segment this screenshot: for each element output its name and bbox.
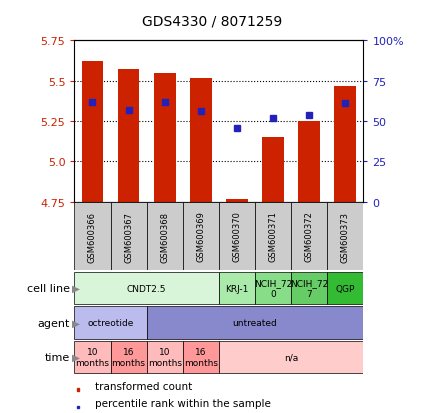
Bar [74,272,219,305]
Bar [262,138,284,202]
Text: GSM600373: GSM600373 [341,211,350,262]
Bar [154,74,176,202]
Bar [74,202,110,271]
Text: KRJ-1: KRJ-1 [225,284,249,293]
Text: transformed count: transformed count [95,381,192,391]
Bar [291,272,327,305]
Bar [74,341,110,373]
Text: ▶: ▶ [72,283,80,294]
Bar [255,272,291,305]
Text: NCIH_72
0: NCIH_72 0 [254,279,292,298]
Bar [82,62,103,202]
Bar [77,389,79,391]
Text: NCIH_72
7: NCIH_72 7 [290,279,328,298]
Bar [219,341,363,373]
Bar [255,202,291,271]
Bar [118,70,139,202]
Bar [334,86,356,202]
Text: time: time [45,352,70,362]
Text: percentile rank within the sample: percentile rank within the sample [95,398,270,408]
Text: QGP: QGP [336,284,355,293]
Text: cell line: cell line [27,283,70,294]
Text: GSM600372: GSM600372 [305,211,314,262]
Text: GSM600369: GSM600369 [196,211,205,262]
Bar [219,272,255,305]
Text: GSM600370: GSM600370 [232,211,241,262]
Bar [190,78,212,202]
Bar [110,202,147,271]
Text: GSM600368: GSM600368 [160,211,169,262]
Text: 16
months: 16 months [111,347,145,367]
Text: 10
months: 10 months [148,347,181,367]
Bar [147,202,183,271]
Bar [183,341,219,373]
Bar [77,406,79,408]
Text: GSM600367: GSM600367 [124,211,133,262]
Text: GSM600371: GSM600371 [269,211,278,262]
Text: GDS4330 / 8071259: GDS4330 / 8071259 [142,14,283,28]
Text: octreotide: octreotide [87,318,134,327]
Text: 16
months: 16 months [184,347,218,367]
Text: ▶: ▶ [72,318,80,328]
Bar [226,199,248,202]
Text: CNDT2.5: CNDT2.5 [127,284,166,293]
Bar [147,341,183,373]
Bar [147,306,363,339]
Bar [110,341,147,373]
Bar [219,202,255,271]
Text: ▶: ▶ [72,352,80,362]
Bar [291,202,327,271]
Bar [74,306,147,339]
Bar [298,122,320,202]
Text: agent: agent [38,318,70,328]
Bar [183,202,219,271]
Bar [327,202,363,271]
Bar [327,272,363,305]
Text: n/a: n/a [284,353,298,361]
Text: 10
months: 10 months [76,347,109,367]
Text: GSM600366: GSM600366 [88,211,97,262]
Text: untreated: untreated [232,318,278,327]
